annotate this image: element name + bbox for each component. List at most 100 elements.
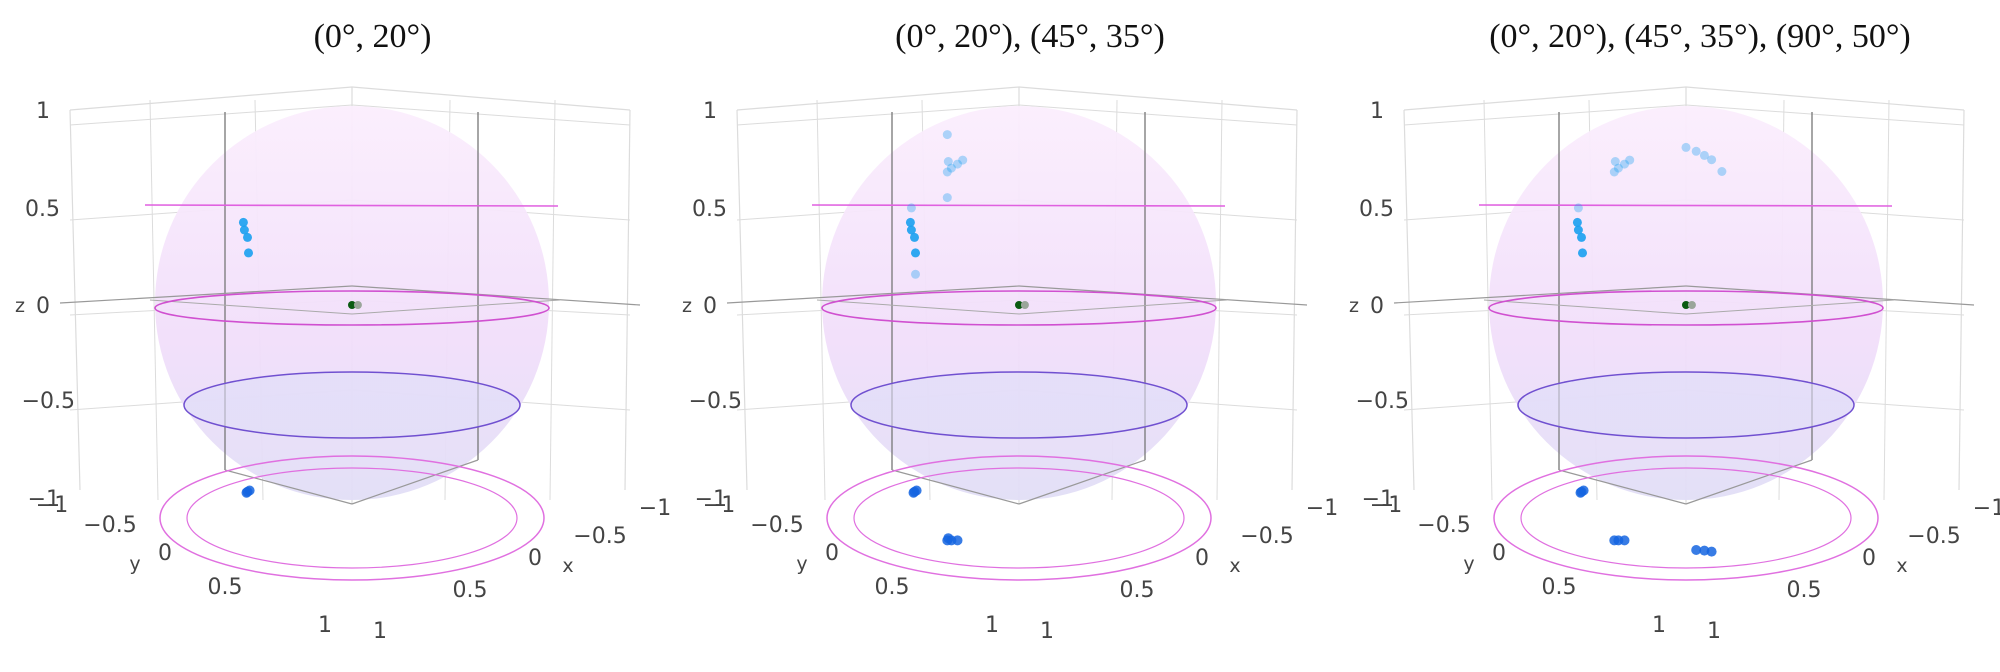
surface-point (239, 225, 249, 235)
grid-line (1403, 86, 1687, 111)
grid-line (736, 104, 1020, 126)
z-tick-label: 1 (703, 99, 717, 124)
center-point (348, 301, 356, 309)
grid-line (736, 109, 748, 491)
equator-circle (1488, 290, 1884, 326)
x-tick-label: −1 (1973, 496, 2000, 521)
floor-point (1706, 546, 1717, 557)
grid-line (351, 86, 631, 111)
floor-outer-circle (159, 455, 545, 581)
z-axis-label: z (15, 295, 25, 317)
center-point (353, 301, 362, 309)
floor-point (1619, 535, 1630, 546)
surface-point (1573, 225, 1583, 235)
z-tick-label: −1 (28, 487, 60, 512)
z-tick-label: 0.5 (692, 197, 727, 222)
axis-edge (1483, 299, 1687, 315)
surface-point (243, 232, 252, 242)
surface-point (1573, 203, 1583, 213)
floor-point (241, 487, 252, 498)
axis-edge (1393, 285, 1687, 304)
axis-edge (816, 299, 1020, 315)
x-axis-label: x (1229, 555, 1240, 577)
surface-point (943, 157, 953, 166)
center-point (1020, 301, 1029, 309)
grid-line (1403, 104, 1687, 126)
x-tick-label: 0 (528, 546, 542, 571)
floor-point (1609, 535, 1620, 546)
axis-edge (1685, 299, 1895, 315)
z-axis-label: z (1349, 295, 1359, 317)
grid-line (351, 104, 631, 126)
x-tick-label: −0.5 (573, 524, 626, 549)
y-tick-label: 0.5 (1542, 575, 1577, 600)
axis-edge (351, 459, 479, 505)
surface-point (1609, 167, 1619, 177)
x-tick-label: 0 (1195, 546, 1209, 571)
floor-inner-circle (853, 467, 1185, 569)
axis-edge (149, 299, 353, 315)
x-tick-label: 0 (1862, 546, 1876, 571)
upper-latitude-circle (811, 204, 1226, 207)
surface-point (906, 225, 916, 235)
z-tick-label: 0 (1370, 294, 1384, 319)
x-tick-label: 0.5 (1787, 578, 1822, 603)
upper-latitude-circle (1478, 204, 1893, 207)
x-tick-label: −0.5 (1907, 524, 1960, 549)
center-point (1682, 301, 1690, 309)
surface-point (1613, 163, 1623, 173)
lower-latitude-circle (850, 371, 1188, 439)
surface-point (942, 193, 952, 203)
axis-edge (1018, 299, 1228, 315)
z-tick-label: 0 (36, 294, 50, 319)
axis-edge (224, 469, 353, 505)
lower-latitude-circle (183, 371, 521, 439)
z-tick-label: −0.5 (689, 389, 742, 414)
x-tick-label: −0.5 (1240, 524, 1293, 549)
surface-point (911, 269, 920, 279)
surface-point (946, 163, 956, 173)
floor-outer-circle (1493, 455, 1879, 581)
grid-line (549, 99, 556, 501)
grid-line (69, 86, 353, 111)
x-tick-label: 1 (373, 619, 387, 644)
y-tick-label: 1 (318, 613, 332, 638)
surface-point (1577, 232, 1586, 242)
grid-line (1216, 99, 1223, 501)
z-tick-label: 0 (703, 294, 717, 319)
surface-point (906, 203, 916, 213)
grid-line (1018, 86, 1298, 111)
y-tick-label: 0 (825, 541, 839, 566)
z-tick-label: −1 (695, 487, 727, 512)
grid-line (1403, 109, 1415, 491)
axis-edge (1685, 459, 1813, 505)
surface-point (1681, 142, 1691, 152)
x-tick-label: −1 (1306, 496, 1338, 521)
panel-3: 1 0.5 0 −0.5 −1 z −1 −0.5 0 0.5 1 y −1 −0.5 0 0.5 1 x (1349, 86, 2000, 644)
axis-edge (1685, 285, 1975, 306)
floor-inner-circle (1520, 467, 1852, 569)
surface-point (1707, 155, 1717, 165)
y-tick-label: 0.5 (208, 575, 243, 600)
grid-line (1685, 86, 1965, 111)
panel-3-title: (0°, 20°), (45°, 35°), (90°, 50°) (1489, 18, 1911, 55)
x-tick-label: 0.5 (453, 578, 488, 603)
surface-point (958, 155, 968, 165)
axis-edge (59, 285, 353, 304)
x-tick-label: 1 (1707, 619, 1721, 644)
axis-edge (891, 469, 1020, 505)
axis-edge (1018, 459, 1146, 505)
x-axis-label: x (562, 555, 573, 577)
panel-2-title: (0°, 20°), (45°, 35°) (895, 18, 1165, 55)
equator-circle (154, 290, 550, 326)
axis-edge (351, 285, 641, 306)
upper-latitude-circle (144, 204, 559, 207)
surface-point (1578, 248, 1587, 258)
floor-point (952, 535, 963, 546)
y-axis-label: y (796, 553, 807, 575)
y-tick-label: 1 (1652, 613, 1666, 638)
grid-line (1958, 109, 1965, 491)
grid-line (1883, 99, 1890, 501)
z-tick-label: 0.5 (25, 197, 60, 222)
floor-outer-circle (826, 455, 1212, 581)
